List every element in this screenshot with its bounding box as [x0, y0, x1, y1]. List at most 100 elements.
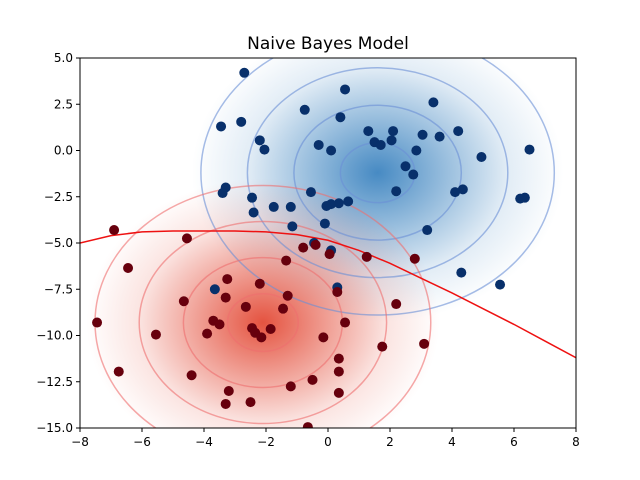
contour-class-1-level-4	[200, 58, 555, 316]
y-tick-label: 2.5	[54, 97, 73, 111]
contour-class-1-level-3	[246, 67, 509, 279]
data-point-class-1	[453, 126, 464, 137]
data-point-class-1	[524, 144, 535, 155]
data-point-class-2	[186, 370, 197, 381]
data-point-class-1	[319, 218, 330, 229]
data-point-class-1	[422, 225, 433, 236]
data-point-class-2	[307, 374, 318, 385]
data-points	[92, 67, 535, 428]
y-tick-label: 0.0	[54, 144, 73, 158]
data-point-class-2	[333, 353, 344, 364]
data-point-class-1	[495, 279, 506, 290]
decision-boundary	[80, 230, 576, 359]
data-point-class-2	[220, 398, 231, 409]
data-point-class-1	[313, 139, 324, 150]
contour-class-2-level-3	[138, 220, 388, 425]
data-point-class-1	[326, 145, 337, 156]
data-point-class-2	[178, 296, 189, 307]
data-point-class-2	[302, 422, 313, 428]
data-point-class-2	[181, 233, 192, 244]
y-tick-label: −7.5	[44, 282, 73, 296]
data-point-class-2	[340, 317, 351, 328]
x-tick-label: 4	[448, 435, 456, 449]
x-axis: −8 −6 −4 −2 0 2 4 6 8	[71, 428, 580, 449]
data-point-class-2	[220, 292, 231, 303]
data-point-class-2	[113, 366, 124, 377]
contour-class-1-level-2	[293, 104, 463, 241]
data-point-class-1	[216, 121, 227, 132]
y-tick-label: 5.0	[54, 51, 73, 65]
data-point-class-2	[310, 239, 321, 250]
data-point-class-1	[259, 144, 270, 155]
data-point-class-1	[305, 187, 316, 198]
x-tick-label: −8	[71, 435, 89, 449]
data-point-class-2	[324, 249, 335, 260]
data-point-class-1	[476, 151, 487, 162]
data-point-class-2	[298, 242, 309, 253]
data-point-class-2	[419, 338, 430, 349]
data-point-class-1	[519, 192, 530, 203]
data-point-class-1	[375, 139, 386, 150]
data-point-class-1	[456, 267, 467, 278]
contour-class-2-level-1	[226, 292, 299, 353]
data-point-class-2	[214, 319, 225, 330]
data-point-class-1	[287, 221, 298, 232]
chart-title: Naive Bayes Model	[247, 34, 409, 54]
data-point-class-1	[457, 184, 468, 195]
data-point-class-2	[254, 278, 265, 289]
data-point-class-1	[343, 196, 354, 207]
x-tick-label: −4	[195, 435, 213, 449]
data-point-class-1	[386, 135, 397, 146]
data-point-class-2	[240, 301, 251, 312]
data-point-class-1	[268, 201, 279, 212]
data-point-class-2	[223, 386, 234, 396]
data-point-class-2	[256, 332, 267, 343]
data-point-class-1	[333, 198, 344, 209]
x-tick-label: 2	[386, 435, 394, 449]
data-point-class-2	[281, 255, 292, 266]
data-point-class-1	[340, 84, 351, 95]
data-point-class-2	[409, 253, 420, 264]
plot-area	[80, 58, 576, 428]
data-point-class-1	[408, 169, 419, 180]
y-axis: 5.0 2.5 0.0 −2.5 −5.0 −7.5 −10.0 −12.5 −15.0	[36, 51, 80, 435]
decision-boundary-line	[80, 230, 576, 359]
data-point-class-2	[318, 332, 329, 343]
data-point-class-1	[209, 284, 220, 295]
data-point-class-1	[321, 201, 332, 211]
y-tick-label: −12.5	[36, 375, 73, 389]
data-point-class-2	[265, 324, 276, 335]
data-point-class-1	[239, 67, 250, 78]
y-tick-label: −10.0	[36, 329, 73, 343]
data-point-class-1	[248, 207, 259, 218]
data-point-class-2	[391, 299, 402, 310]
data-point-class-2	[278, 303, 289, 314]
data-point-class-1	[254, 135, 265, 146]
data-point-class-1	[285, 201, 296, 212]
data-point-class-2	[245, 397, 256, 408]
data-point-class-2	[361, 251, 372, 262]
data-point-class-1	[391, 186, 402, 197]
x-tick-label: 6	[510, 435, 518, 449]
data-point-class-2	[377, 341, 388, 352]
data-point-class-1	[217, 188, 228, 199]
data-point-class-2	[109, 225, 120, 236]
x-tick-label: −6	[133, 435, 151, 449]
data-point-class-1	[400, 161, 411, 172]
data-point-class-1	[247, 192, 258, 203]
y-tick-label: −15.0	[36, 421, 73, 435]
data-point-class-1	[450, 187, 461, 198]
data-point-class-1	[335, 112, 346, 123]
data-point-class-1	[388, 126, 399, 137]
data-point-class-1	[363, 126, 374, 137]
data-point-class-2	[92, 317, 103, 328]
data-point-class-1	[417, 129, 428, 140]
data-point-class-2	[333, 387, 344, 398]
data-point-class-1	[434, 131, 445, 142]
gaussian-contours	[94, 58, 555, 428]
x-tick-label: 0	[324, 435, 332, 449]
data-point-class-1	[411, 145, 422, 156]
data-point-class-2	[332, 287, 343, 298]
data-point-class-2	[333, 366, 344, 377]
